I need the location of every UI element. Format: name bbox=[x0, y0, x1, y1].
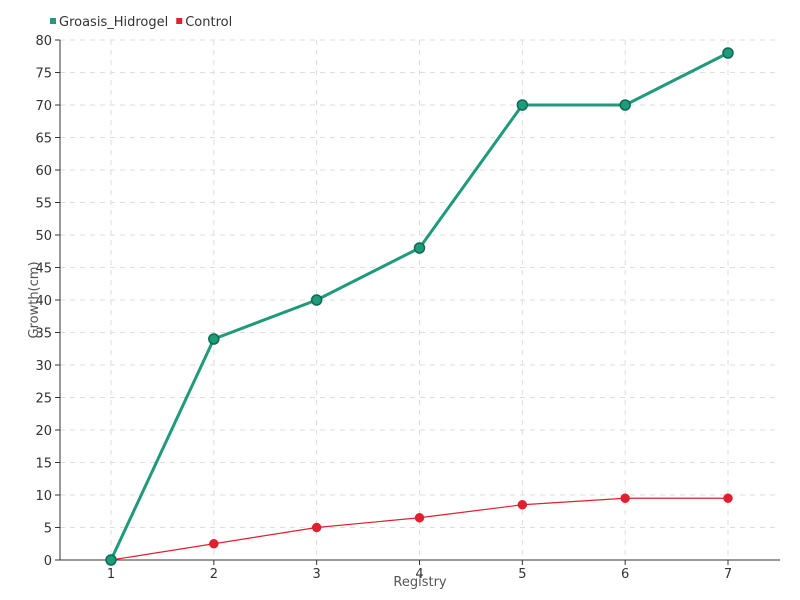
legend-label: Groasis_Hidrogel bbox=[59, 15, 168, 30]
y-tick-label: 75 bbox=[35, 67, 52, 82]
x-tick-label: 4 bbox=[415, 567, 423, 582]
data-point bbox=[105, 554, 117, 566]
x-tick-label: 1 bbox=[107, 567, 115, 582]
data-point bbox=[413, 242, 426, 254]
series bbox=[105, 47, 734, 566]
y-tick-label: 70 bbox=[35, 99, 52, 114]
x-tick-label: 2 bbox=[210, 567, 218, 582]
y-tick-label: 45 bbox=[35, 262, 52, 277]
y-tick-label: 80 bbox=[35, 34, 52, 49]
y-tick-label: 65 bbox=[35, 132, 52, 147]
series-groasis-hidrogel bbox=[105, 47, 734, 566]
x-tick-label: 5 bbox=[518, 567, 526, 582]
y-tick-label: 60 bbox=[35, 164, 52, 179]
data-point bbox=[208, 333, 220, 345]
y-tick-label: 35 bbox=[35, 327, 52, 342]
y-tick-labels: 0 5 10 15 20 25 30 35 40 45 50 55 60 65 70 75 80 bbox=[35, 34, 60, 569]
legend-label: Control bbox=[185, 15, 232, 30]
data-point bbox=[516, 99, 529, 111]
data-point bbox=[310, 294, 323, 306]
y-tick-label: 40 bbox=[35, 294, 52, 309]
data-point bbox=[209, 539, 219, 549]
grid bbox=[60, 39, 780, 560]
y-tick-label: 5 bbox=[44, 522, 52, 537]
y-tick-label: 25 bbox=[35, 392, 52, 407]
x-tick-label: 7 bbox=[724, 567, 732, 582]
x-axis-label: Registry bbox=[393, 575, 447, 590]
y-tick-label: 0 bbox=[44, 554, 52, 569]
legend-swatch bbox=[176, 18, 183, 24]
y-tick-label: 10 bbox=[35, 489, 52, 504]
x-tick-label: 6 bbox=[621, 567, 629, 582]
y-tick-label: 20 bbox=[35, 424, 52, 439]
data-point bbox=[517, 500, 528, 510]
y-axis-label: Growth(cm) bbox=[27, 261, 42, 338]
y-tick-label: 55 bbox=[35, 197, 52, 212]
data-point bbox=[723, 493, 733, 503]
x-tick-labels: 1 2 3 4 5 6 7 bbox=[107, 560, 732, 582]
data-point bbox=[722, 47, 734, 59]
data-point bbox=[619, 99, 631, 111]
legend-swatch bbox=[50, 18, 56, 24]
data-point bbox=[620, 493, 630, 503]
data-point bbox=[311, 522, 322, 533]
legend: Groasis_Hidrogel Control bbox=[50, 15, 232, 30]
y-tick-label: 50 bbox=[35, 229, 52, 244]
y-tick-label: 30 bbox=[35, 359, 52, 374]
x-tick-label: 3 bbox=[313, 567, 321, 582]
data-point bbox=[414, 513, 425, 523]
y-tick-label: 15 bbox=[35, 457, 52, 472]
